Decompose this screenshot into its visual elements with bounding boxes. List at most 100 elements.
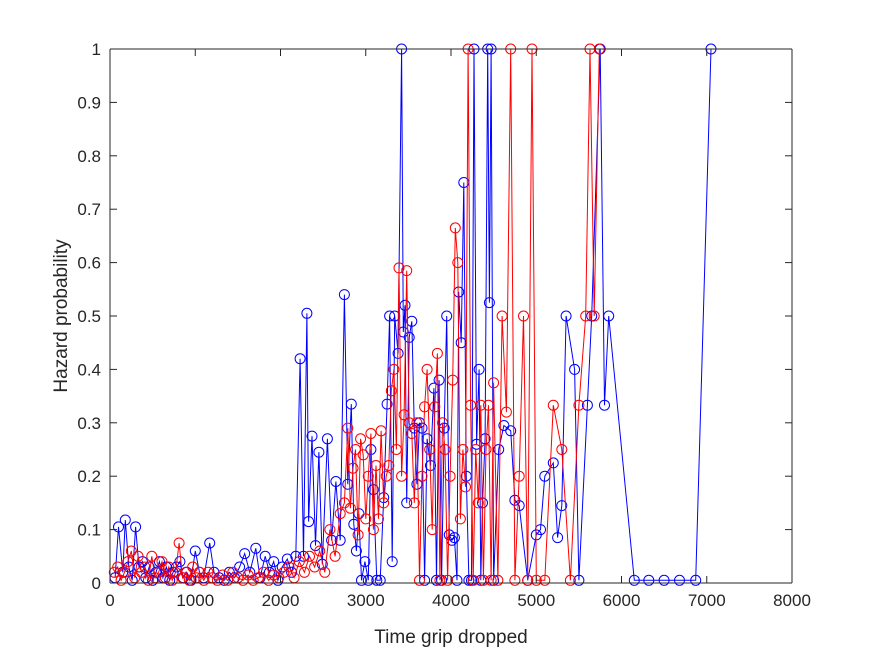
series-1-point-70 bbox=[374, 574, 386, 586]
series-2-point-82 bbox=[408, 497, 420, 509]
series-2-point-47 bbox=[298, 566, 310, 578]
series-1-point-108 bbox=[473, 363, 485, 375]
series-2-point-85 bbox=[416, 470, 428, 482]
series-1-point-73 bbox=[384, 310, 396, 322]
series-2-point-99 bbox=[452, 257, 464, 269]
series-1-point-45 bbox=[290, 550, 302, 562]
series-2-point-57 bbox=[344, 502, 356, 514]
series-2-point-63 bbox=[360, 513, 372, 525]
series-2-point-20 bbox=[173, 537, 185, 549]
series-2-point-79 bbox=[401, 265, 413, 277]
series-2-point-125 bbox=[547, 399, 559, 411]
series-2-point-129 bbox=[580, 310, 592, 322]
y-tick-label: 0.2 bbox=[77, 467, 101, 486]
series-1-point-66 bbox=[362, 574, 374, 586]
series-2-point-64 bbox=[362, 470, 374, 482]
series-2-point-124 bbox=[539, 574, 551, 586]
series-layer bbox=[108, 43, 717, 586]
series-2-point-116 bbox=[500, 406, 512, 418]
series-1-point-132 bbox=[586, 310, 598, 322]
series-1-point-44 bbox=[286, 566, 298, 578]
series-1-point-140 bbox=[690, 574, 702, 586]
series-2-point-66 bbox=[367, 524, 379, 536]
series-1-point-74 bbox=[386, 556, 398, 568]
x-tick-label: 4000 bbox=[432, 591, 470, 610]
series-2-point-5 bbox=[122, 556, 134, 568]
series-1-point-91 bbox=[431, 574, 442, 586]
series-2-point-93 bbox=[437, 417, 448, 429]
series-1-point-138 bbox=[658, 574, 670, 586]
series-1-point-116 bbox=[493, 444, 505, 455]
series-1-point-130 bbox=[573, 574, 585, 586]
series-2-point-2 bbox=[112, 561, 124, 573]
series-2-point-100 bbox=[454, 513, 466, 525]
series-2-point-59 bbox=[350, 444, 361, 455]
series-1-point-59 bbox=[342, 478, 354, 490]
series-1-point-129 bbox=[569, 363, 581, 375]
series-1-point-137 bbox=[643, 574, 655, 586]
series-2-point-17 bbox=[163, 561, 175, 573]
series-1-point-43 bbox=[281, 553, 293, 565]
series-1-point-54 bbox=[321, 433, 333, 445]
series-1-point-4 bbox=[119, 514, 131, 526]
x-tick-label: 6000 bbox=[603, 591, 641, 610]
series-2-point-67 bbox=[370, 460, 382, 471]
series-2-point-72 bbox=[383, 460, 395, 471]
series-2-point-44 bbox=[283, 561, 295, 573]
series-2-point-41 bbox=[268, 569, 280, 581]
series-1-point-62 bbox=[350, 545, 362, 557]
series-2-point-118 bbox=[509, 574, 521, 586]
series-2-point-11 bbox=[142, 574, 154, 586]
series-2-point-60 bbox=[352, 529, 364, 541]
series-2-line bbox=[113, 48, 600, 582]
y-tick-label: 0.9 bbox=[77, 93, 101, 112]
series-1-point-95 bbox=[441, 310, 453, 322]
x-tick-label: 0 bbox=[105, 591, 114, 610]
series-1-point-6 bbox=[126, 574, 138, 586]
series-2-point-51 bbox=[319, 566, 331, 578]
series-2-point-91 bbox=[431, 347, 443, 359]
series-2-point-121 bbox=[522, 574, 534, 586]
series-1-point-65 bbox=[359, 556, 371, 568]
series-1-point-40 bbox=[268, 556, 280, 568]
series-2-point-81 bbox=[406, 428, 418, 439]
series-2-point-87 bbox=[421, 363, 433, 375]
y-tick-label: 1 bbox=[92, 40, 101, 59]
x-tick-label: 2000 bbox=[262, 591, 300, 610]
series-1-point-100 bbox=[453, 286, 465, 298]
plot-area bbox=[110, 49, 792, 583]
series-2-point-77 bbox=[396, 470, 408, 482]
series-2-point-10 bbox=[139, 561, 151, 573]
series-2-point-71 bbox=[380, 470, 392, 482]
series-2-point-74 bbox=[388, 363, 400, 375]
series-2-point-88 bbox=[424, 444, 436, 455]
series-2-point-73 bbox=[385, 385, 397, 397]
series-1-point-94 bbox=[438, 422, 450, 434]
series-2-point-65 bbox=[365, 428, 377, 439]
series-2-point-58 bbox=[347, 462, 359, 474]
y-tick-label: 0.5 bbox=[77, 307, 101, 326]
series-2-point-61 bbox=[355, 433, 367, 445]
series-1-point-136 bbox=[628, 574, 640, 586]
y-tick-label: 0.7 bbox=[77, 200, 101, 219]
series-2 bbox=[108, 43, 605, 586]
series-1-point-33 bbox=[234, 561, 246, 573]
series-2-point-120 bbox=[518, 310, 529, 322]
series-2-point-96 bbox=[444, 470, 456, 482]
series-1-point-82 bbox=[406, 315, 418, 327]
series-2-point-53 bbox=[329, 550, 341, 562]
series-1-point-92 bbox=[433, 374, 445, 386]
series-1-point-64 bbox=[356, 574, 367, 586]
y-tick-label: 0.6 bbox=[77, 254, 101, 273]
series-1-point-98 bbox=[448, 532, 460, 544]
series-2-point-131 bbox=[588, 310, 600, 322]
series-1-point-131 bbox=[581, 399, 593, 411]
series-2-point-56 bbox=[342, 422, 354, 434]
series-1-point-49 bbox=[303, 516, 315, 528]
series-1-point-80 bbox=[401, 497, 413, 509]
series-2-point-127 bbox=[564, 574, 576, 586]
y-tick-label: 0.3 bbox=[77, 414, 101, 433]
series-2-point-49 bbox=[309, 561, 321, 573]
series-1-point-99 bbox=[451, 574, 463, 586]
